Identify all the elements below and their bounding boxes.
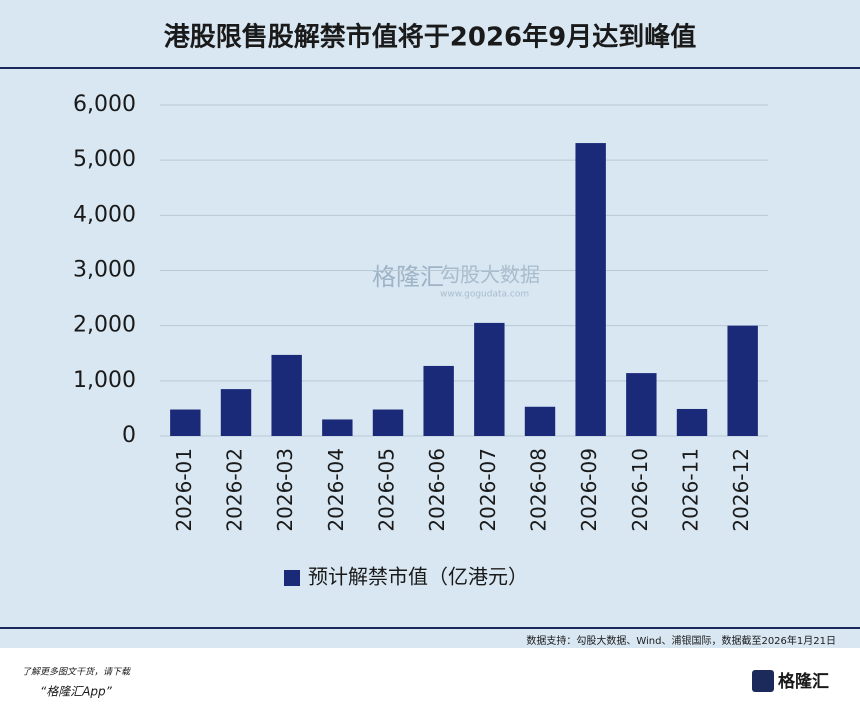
x-tick-label: 2026-08 — [527, 448, 551, 532]
x-tick-label: 2026-05 — [375, 448, 399, 532]
chart-title: 港股限售股解禁市值将于2026年9月达到峰值 — [164, 22, 696, 53]
footer-logo-icon — [752, 670, 774, 692]
x-tick-label: 2026-09 — [577, 448, 601, 532]
x-tick-label: 2026-02 — [223, 448, 247, 532]
y-tick-label: 2,000 — [73, 313, 136, 338]
watermark-url: www.gogudata.com — [440, 290, 529, 300]
bar — [220, 389, 252, 436]
bar — [575, 143, 606, 436]
bar — [626, 373, 657, 436]
watermark-product: 勾股大数据 — [440, 263, 540, 287]
legend-label: 预计解禁市值（亿港元） — [308, 565, 528, 589]
bar — [170, 409, 201, 436]
bar — [474, 322, 505, 436]
x-tick-label: 2026-12 — [729, 448, 753, 532]
legend-swatch — [284, 570, 300, 586]
y-tick-label: 4,000 — [73, 202, 136, 227]
bar — [372, 409, 404, 436]
y-tick-label: 0 — [122, 423, 136, 448]
bar — [322, 419, 353, 436]
y-tick-label: 5,000 — [73, 147, 136, 172]
bar — [676, 408, 708, 436]
y-tick-label: 6,000 — [73, 92, 136, 117]
x-tick-label: 2026-10 — [628, 448, 652, 532]
bar — [727, 325, 758, 436]
source: 数据支持：勾股大数据、Wind、浦银国际，数据截至2026年1月21日 — [526, 634, 836, 647]
x-tick-label: 2026-11 — [679, 448, 703, 532]
watermark-brand: 格隆汇 — [372, 263, 444, 291]
background — [0, 0, 860, 648]
footer-logo: 格隆汇 — [778, 671, 829, 692]
bar — [524, 406, 556, 436]
y-tick-label: 1,000 — [73, 368, 136, 393]
x-tick-label: 2026-06 — [425, 448, 449, 532]
x-tick-label: 2026-07 — [476, 448, 500, 532]
x-tick-label: 2026-03 — [273, 448, 297, 532]
bar — [423, 365, 454, 436]
y-tick-label: 3,000 — [73, 258, 136, 283]
footer-app: “格隆汇App” — [40, 685, 113, 699]
footer-note: 了解更多图文干货，请下载 — [22, 667, 131, 678]
x-tick-label: 2026-04 — [324, 448, 348, 532]
x-tick-label: 2026-01 — [172, 448, 196, 532]
bar — [271, 354, 302, 436]
